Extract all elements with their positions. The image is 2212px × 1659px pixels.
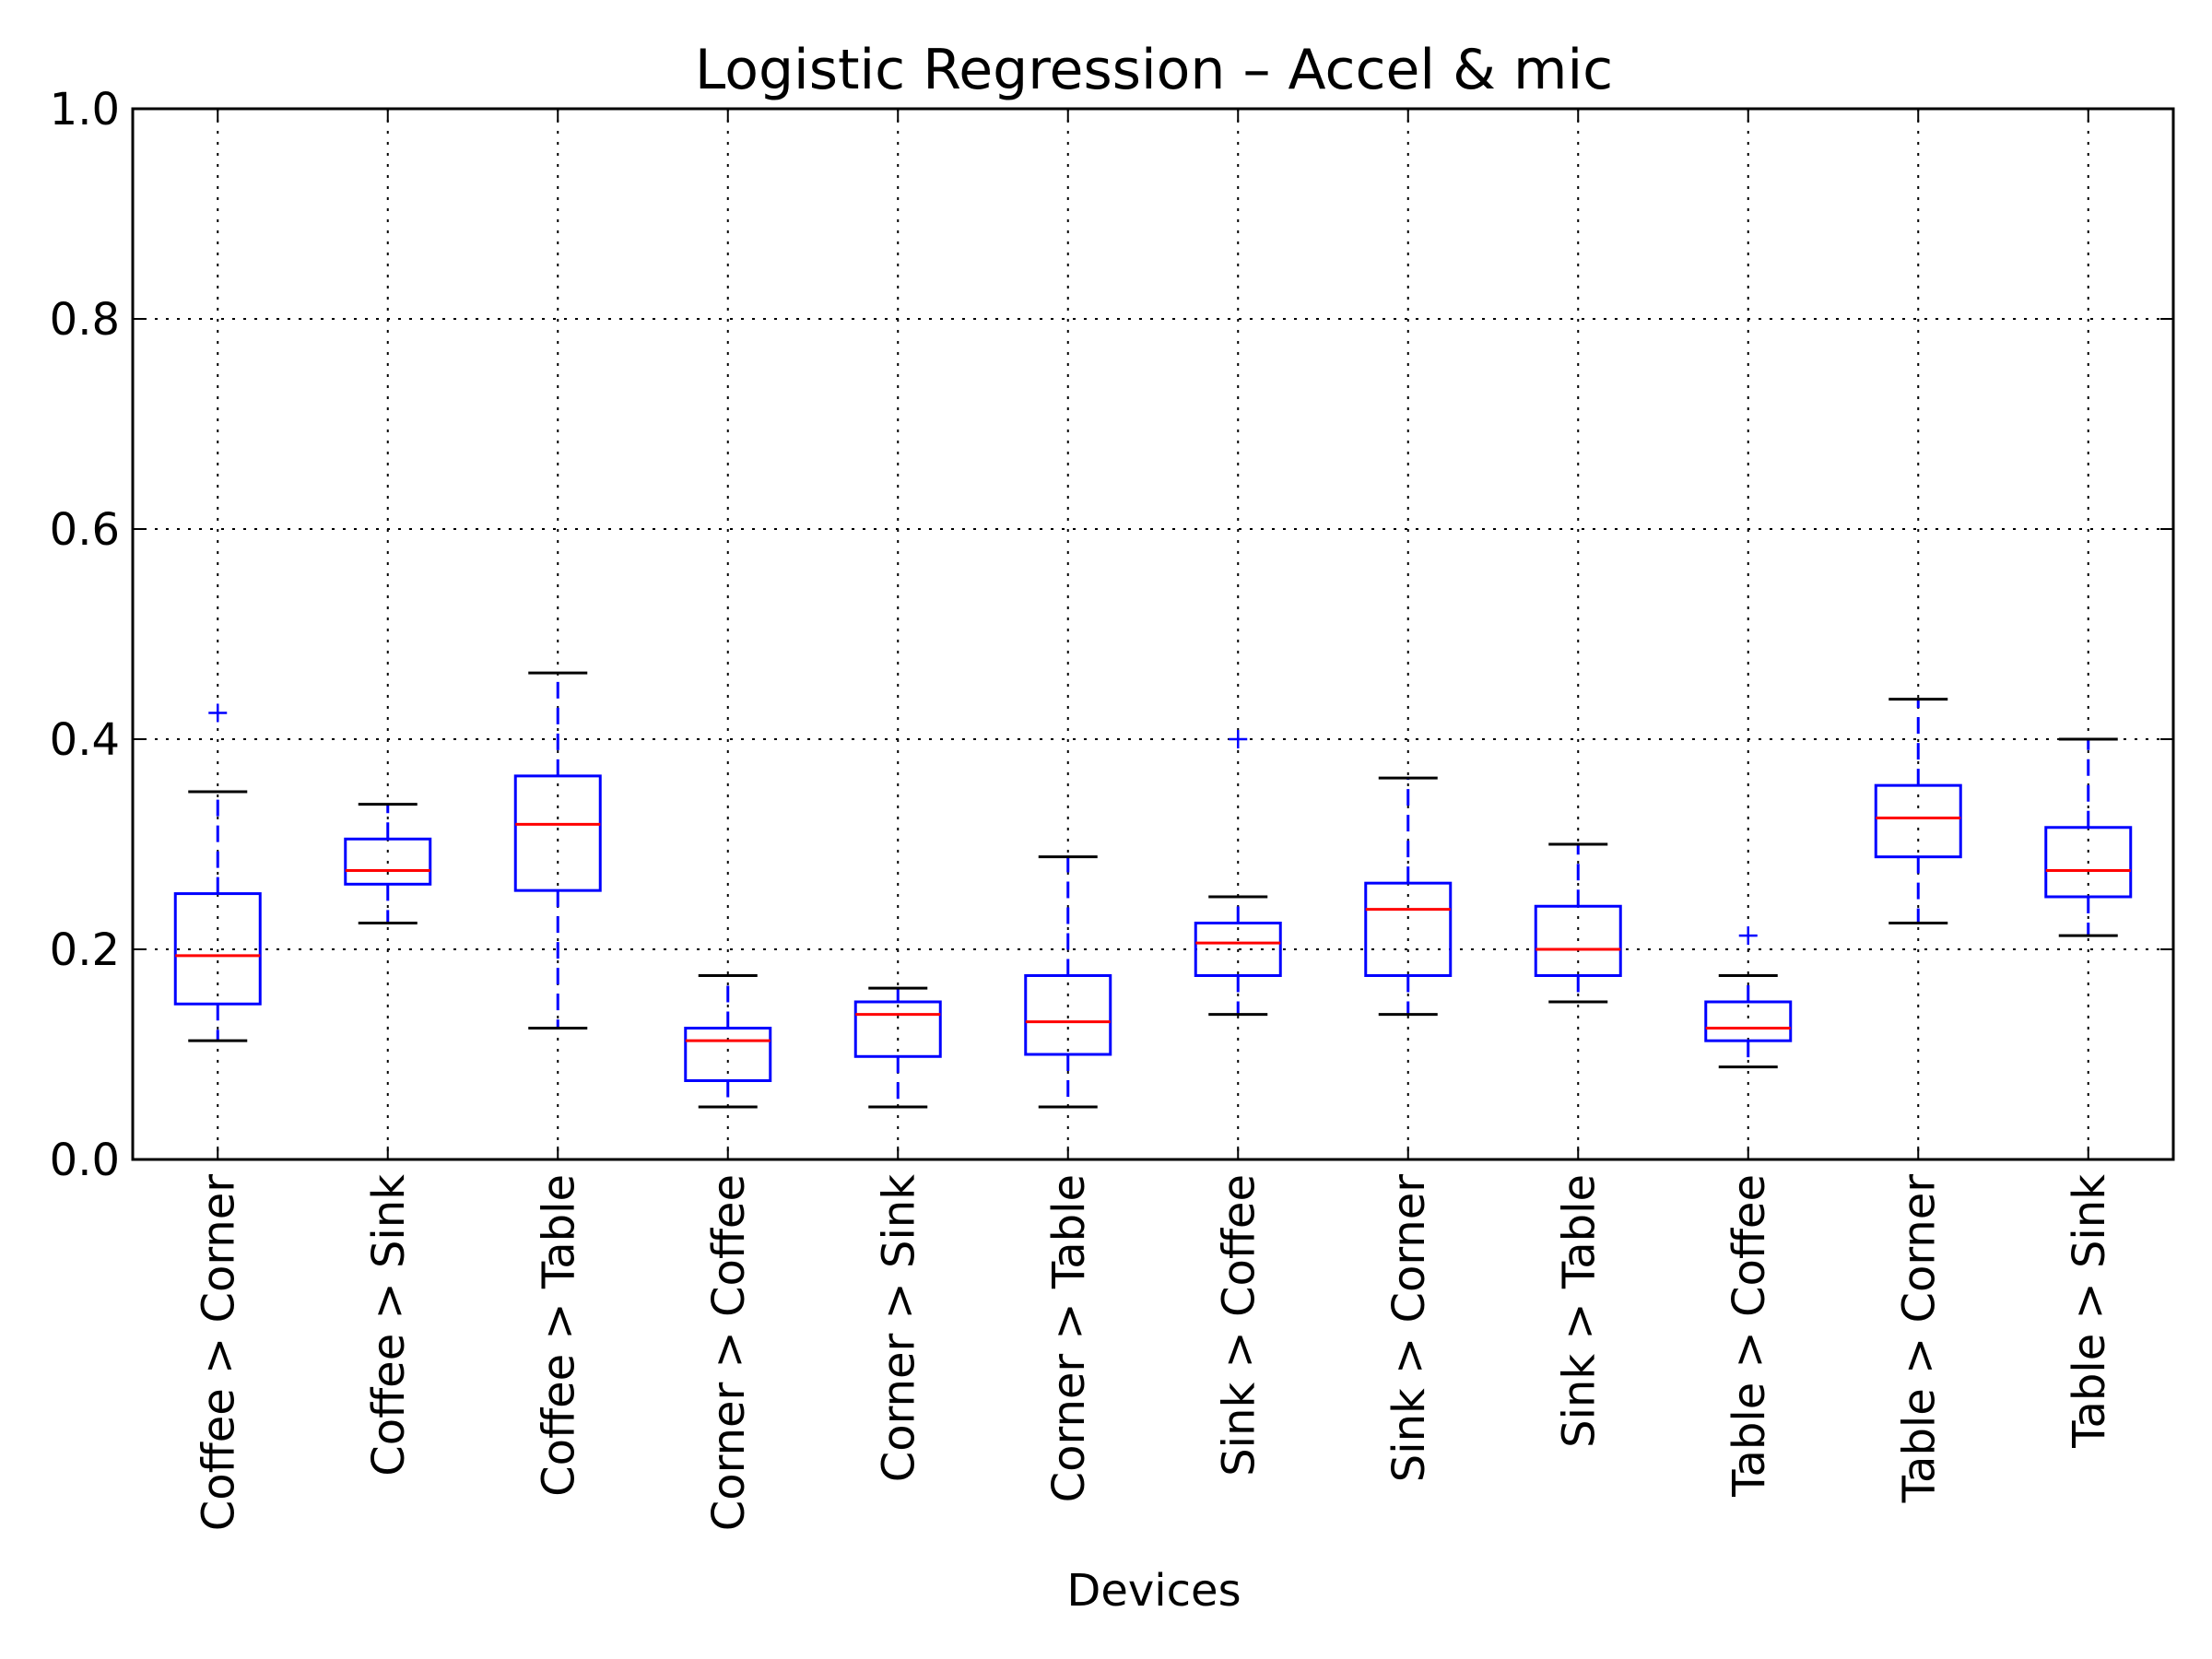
x-tick-label: Corner > Coffee <box>703 1174 755 1531</box>
x-tick-label: Table > Coffee <box>1724 1174 1775 1498</box>
axes <box>131 107 2175 1161</box>
x-tick-label: Table > Corner <box>1893 1174 1945 1504</box>
outlier-marker <box>1738 926 1758 946</box>
iqr-box <box>684 1027 772 1082</box>
iqr-box <box>1024 974 1112 1056</box>
box-group <box>1874 698 1962 924</box>
iqr-box <box>1874 783 1962 859</box>
iqr-box <box>1704 1000 1793 1042</box>
iqr-box <box>853 1000 942 1058</box>
box-group <box>513 671 602 1030</box>
box-series <box>173 671 2133 1109</box>
iqr-box <box>1364 881 1453 977</box>
iqr-box <box>1194 922 1282 977</box>
x-tick-label: Table > Sink <box>2064 1174 2115 1449</box>
box-group <box>2044 737 2133 937</box>
x-tick-label: Coffee > Sink <box>363 1174 415 1477</box>
box-group <box>853 986 942 1109</box>
iqr-box <box>344 837 432 886</box>
box-group <box>1364 776 1453 1017</box>
iqr-box <box>1534 904 1622 978</box>
outlier-marker <box>1229 730 1248 748</box>
grid-lines <box>133 108 2173 1160</box>
box-group <box>173 703 262 1042</box>
x-axis-label: Devices <box>1066 1565 1241 1617</box>
y-axis-ticks: 0.0 0.2 0.4 0.6 0.8 1.0 <box>50 84 2173 1186</box>
iqr-box <box>2044 826 2133 899</box>
y-tick-label: 0.6 <box>50 504 120 556</box>
box-group <box>1704 926 1793 1069</box>
box-group <box>1024 855 1112 1109</box>
y-tick-label: 1.0 <box>50 84 120 135</box>
iqr-box <box>173 892 262 1006</box>
x-tick-label: Sink > Coffee <box>1213 1174 1265 1477</box>
x-axis-ticks: Coffee > Corner Coffee > Sink Coffee > Tab… <box>193 109 2115 1531</box>
y-tick-label: 0.2 <box>50 924 120 976</box>
x-tick-label: Corner > Sink <box>873 1174 924 1482</box>
x-tick-label: Coffee > Table <box>533 1174 584 1497</box>
outlier-marker <box>208 703 228 723</box>
y-tick-label: 0.4 <box>50 714 120 766</box>
box-group <box>344 803 432 924</box>
chart-title: Logistic Regression – Accel & mic <box>695 38 1613 102</box>
x-tick-label: Corner > Table <box>1043 1174 1095 1502</box>
y-tick-label: 0.0 <box>50 1135 120 1186</box>
box-group <box>684 974 772 1109</box>
plot-frame <box>131 107 2175 1161</box>
y-tick-label: 0.8 <box>50 294 120 346</box>
box-group <box>1534 842 1622 1004</box>
x-tick-label: Sink > Table <box>1553 1174 1605 1448</box>
x-tick-label: Sink > Corner <box>1383 1174 1435 1482</box>
x-tick-label: Coffee > Corner <box>193 1174 244 1531</box>
box-group <box>1194 730 1282 1017</box>
iqr-box <box>513 774 602 892</box>
